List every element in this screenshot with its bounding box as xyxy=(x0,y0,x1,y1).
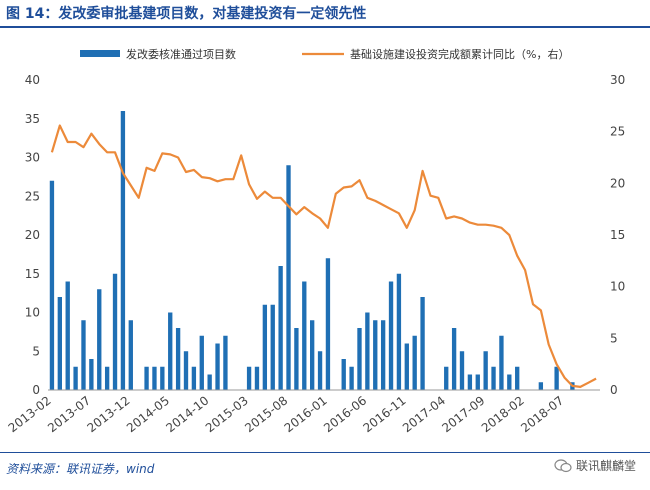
bar xyxy=(499,335,504,390)
bar xyxy=(341,359,346,390)
bar xyxy=(57,297,62,390)
x-tick-label: 2016-11 xyxy=(361,393,409,435)
bar xyxy=(215,343,220,390)
x-tick-label: 2016-01 xyxy=(282,393,330,435)
bar xyxy=(278,266,283,390)
bar xyxy=(97,289,102,390)
x-tick-label: 2013-07 xyxy=(45,393,93,435)
bar xyxy=(223,335,228,390)
x-tick-label: 2018-07 xyxy=(518,393,566,435)
y-right-tick-label: 15 xyxy=(610,228,625,242)
x-tick-label: 2013-12 xyxy=(85,393,133,435)
wechat-icon xyxy=(554,458,572,472)
bar xyxy=(81,320,86,390)
bar xyxy=(325,258,331,390)
bar xyxy=(365,312,370,390)
y-right-tick-label: 20 xyxy=(610,176,625,190)
watermark-text: 联讯麒麟堂 xyxy=(575,459,636,473)
bar xyxy=(475,374,480,390)
bar xyxy=(459,351,465,390)
y-left-tick-label: 40 xyxy=(25,73,40,87)
bar xyxy=(507,374,512,390)
x-tick-label: 2014-05 xyxy=(124,393,172,435)
x-tick-label: 2013-02 xyxy=(6,393,54,435)
x-tick-label: 2015-03 xyxy=(203,393,251,435)
bar xyxy=(302,281,307,390)
bar xyxy=(483,351,488,390)
x-tick-label: 2018-02 xyxy=(479,393,527,435)
bar xyxy=(286,165,291,390)
y-left-tick-label: 0 xyxy=(32,383,40,397)
bar xyxy=(254,366,260,390)
legend-swatch-bar xyxy=(80,50,120,57)
y-right-tick-label: 30 xyxy=(610,73,625,87)
y-right-tick-label: 10 xyxy=(610,280,625,294)
y-left-tick-label: 20 xyxy=(25,228,40,242)
bar xyxy=(467,374,473,390)
bar xyxy=(404,343,409,390)
bar xyxy=(144,366,149,390)
y-left-tick-label: 25 xyxy=(25,189,40,203)
bar xyxy=(104,366,110,390)
y-left-tick-label: 15 xyxy=(25,267,40,281)
watermark: 联讯麒麟堂 xyxy=(554,457,636,474)
bar xyxy=(89,359,94,390)
source-note: 资料来源：联讯证券，wind xyxy=(6,462,155,476)
y-right-tick-label: 5 xyxy=(610,331,618,345)
bar xyxy=(128,320,133,390)
bar xyxy=(175,328,181,390)
bar xyxy=(317,351,323,390)
bar xyxy=(388,281,394,390)
legend-label-line: 基础设施建设投资完成额累计同比（%，右） xyxy=(350,47,569,61)
bar xyxy=(207,374,212,390)
chart: 发改委核准通过项目数 基础设施建设投资完成额累计同比（%，右） 0 5 10 15 20 25… xyxy=(6,47,626,435)
x-tick-label: 2017-09 xyxy=(439,393,487,435)
bar xyxy=(49,180,55,390)
bar xyxy=(420,297,425,390)
bar xyxy=(412,335,417,390)
x-tick-label: 2014-10 xyxy=(163,393,211,435)
bar xyxy=(380,320,386,390)
bar xyxy=(349,366,354,390)
bar xyxy=(65,281,70,390)
bar xyxy=(538,382,544,390)
bar xyxy=(491,366,496,390)
y-left-tick-label: 30 xyxy=(25,151,40,165)
legend-label-bar: 发改委核准通过项目数 xyxy=(126,47,236,61)
bar xyxy=(357,328,362,390)
bar xyxy=(183,351,189,390)
bar xyxy=(294,328,299,390)
bar xyxy=(152,366,157,390)
x-tick-label: 2017-04 xyxy=(400,393,448,435)
bar xyxy=(112,273,118,390)
y-left-tick-label: 10 xyxy=(25,306,40,320)
line-series-infrastructure-yoy xyxy=(50,124,597,388)
bar xyxy=(515,366,520,390)
x-tick-label: 2015-08 xyxy=(242,393,290,435)
bar xyxy=(262,304,268,390)
bar xyxy=(396,273,402,390)
bar xyxy=(160,366,165,390)
bar xyxy=(310,320,315,390)
bar xyxy=(120,111,126,390)
bar xyxy=(451,328,457,390)
figure-title: 图 14：发改委审批基建项目数，对基建投资有一定领先性 xyxy=(6,6,367,22)
bar xyxy=(373,320,378,390)
bar xyxy=(554,366,559,390)
x-tick-label: 2016-06 xyxy=(321,393,369,435)
y-left-tick-label: 5 xyxy=(32,344,40,358)
title-bar: 图 14：发改委审批基建项目数，对基建投资有一定领先性 xyxy=(0,0,650,28)
bar xyxy=(270,304,275,390)
y-right-tick-label: 0 xyxy=(610,383,618,397)
y-left-tick-label: 35 xyxy=(25,112,40,126)
bar xyxy=(168,312,173,390)
bar xyxy=(246,366,252,390)
footer-divider xyxy=(0,452,650,453)
bar xyxy=(199,335,204,390)
bar xyxy=(444,366,449,390)
bar xyxy=(191,366,197,390)
y-right-tick-label: 25 xyxy=(610,125,625,139)
bar xyxy=(73,366,78,390)
